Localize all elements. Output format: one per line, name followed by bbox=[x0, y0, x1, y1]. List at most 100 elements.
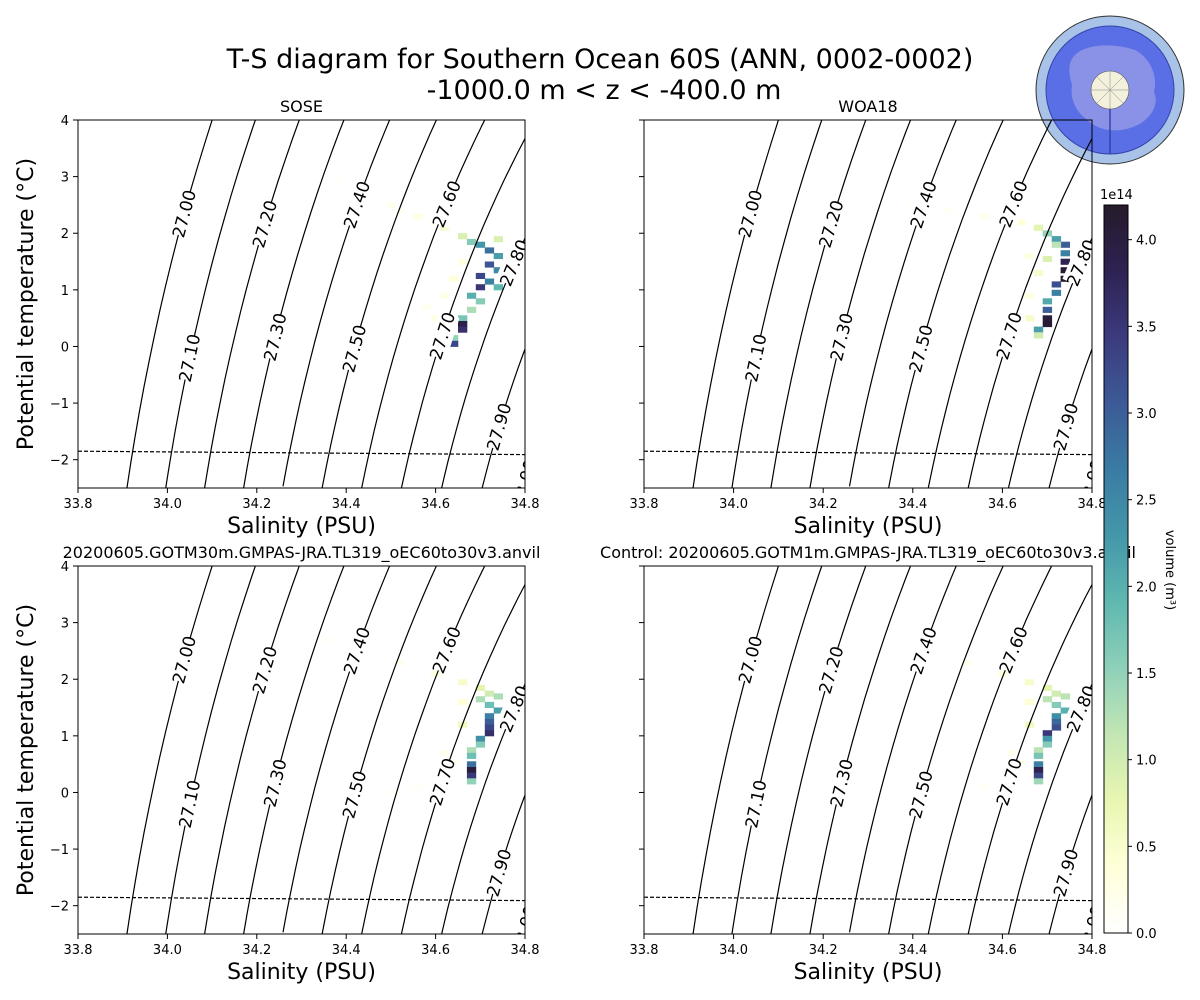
histogram-cell bbox=[475, 298, 486, 305]
histogram-cell bbox=[458, 321, 468, 328]
contour-label-bg bbox=[495, 238, 525, 288]
histogram-cell bbox=[431, 315, 441, 322]
y-tick-label: −2 bbox=[50, 454, 69, 469]
volume-histogram bbox=[908, 202, 1070, 339]
contour-label-bg bbox=[733, 189, 767, 238]
histogram-cell bbox=[386, 202, 396, 209]
y-tick-label: 2 bbox=[61, 673, 69, 688]
histogram-cell bbox=[413, 213, 423, 220]
contour-label-bg bbox=[425, 311, 460, 361]
histogram-cell bbox=[458, 326, 468, 333]
isopycnal-line bbox=[361, 120, 486, 488]
contour-label-bg bbox=[425, 757, 460, 807]
x-tick-label: 33.8 bbox=[630, 943, 659, 958]
colorbar-label: volume (m³) bbox=[1162, 530, 1177, 610]
histogram-cell bbox=[1033, 752, 1044, 759]
histogram-cell bbox=[1033, 270, 1044, 277]
histogram-cell bbox=[1042, 315, 1053, 322]
contour-label: 27.50 bbox=[339, 769, 371, 821]
contour-label: 27.30 bbox=[261, 757, 292, 809]
freezing-line bbox=[643, 896, 1093, 902]
isopycnal-line bbox=[692, 566, 780, 934]
histogram-cell bbox=[413, 784, 423, 791]
contour-label-bg bbox=[482, 848, 516, 898]
histogram-cell bbox=[1042, 741, 1053, 748]
contour-label-bg bbox=[339, 626, 375, 676]
y-tick-label: 0 bbox=[61, 340, 69, 355]
contour-label-bg bbox=[1062, 238, 1092, 288]
histogram-cell bbox=[475, 696, 486, 703]
histogram-cell bbox=[323, 636, 334, 643]
panel-title: Control: 20200605.GOTM1m.GMPAS-JRA.TL319… bbox=[600, 543, 1136, 563]
y-axis-label: Potential temperature (°C) bbox=[14, 158, 39, 450]
histogram-cell bbox=[475, 741, 486, 748]
isopycnal-line bbox=[126, 566, 213, 934]
contour-label-bg bbox=[1075, 459, 1092, 488]
histogram-cell bbox=[1033, 761, 1044, 768]
x-tick-label: 34.4 bbox=[898, 943, 927, 958]
histogram-cell bbox=[1042, 255, 1053, 262]
contour-label: 27.50 bbox=[339, 323, 371, 375]
histogram-cell bbox=[1060, 707, 1070, 714]
volume-histogram bbox=[332, 173, 503, 347]
histogram-cell bbox=[980, 784, 990, 791]
ts-panel-2: 27.0027.1027.2027.3027.4027.5027.6027.70… bbox=[630, 97, 1107, 539]
isopycnal-line bbox=[770, 120, 867, 488]
contour-label: 27.50 bbox=[906, 323, 938, 375]
histogram-cell bbox=[1060, 250, 1070, 257]
histogram-cell bbox=[1051, 718, 1062, 725]
histogram-cell bbox=[440, 750, 450, 757]
histogram-cell bbox=[484, 690, 495, 697]
histogram-cell bbox=[484, 701, 495, 708]
density-contours: 27.0027.1027.2027.3027.4027.5027.6027.70… bbox=[126, 566, 525, 934]
isopycnal-line bbox=[927, 566, 1053, 934]
histogram-cell bbox=[1051, 289, 1062, 296]
isopycnal-line bbox=[809, 566, 912, 934]
x-axis-label: Salinity (PSU) bbox=[794, 960, 943, 985]
histogram-cell bbox=[475, 284, 486, 291]
x-tick-label: 34.0 bbox=[719, 943, 748, 958]
contour-label: 27.10 bbox=[742, 778, 772, 830]
colorbar-exponent: 1e14 bbox=[1100, 188, 1133, 203]
contour-label-bg bbox=[904, 324, 938, 373]
histogram-cell bbox=[466, 761, 477, 768]
histogram-cell bbox=[466, 778, 477, 785]
panel-title: SOSE bbox=[280, 97, 323, 116]
isopycnal-line bbox=[126, 120, 213, 488]
y-tick-label: 2 bbox=[61, 227, 69, 242]
isopycnal-line bbox=[321, 566, 438, 934]
isopycnal-line bbox=[888, 566, 1004, 934]
histogram-cell bbox=[440, 292, 450, 299]
histogram-cell bbox=[458, 233, 468, 240]
colorbar-tick-label: 3.5 bbox=[1136, 320, 1157, 335]
isopycnal-line bbox=[731, 120, 823, 488]
x-tick-label: 34.2 bbox=[242, 943, 271, 958]
histogram-cell bbox=[484, 261, 495, 268]
histogram-cell bbox=[493, 253, 503, 260]
x-tick-label: 34.6 bbox=[421, 497, 450, 512]
histogram-cell bbox=[1015, 219, 1026, 226]
histogram-cell bbox=[431, 670, 441, 677]
y-tick-label: 4 bbox=[61, 114, 69, 129]
axes-frame bbox=[643, 565, 1093, 935]
y-axis-label: Potential temperature (°C) bbox=[14, 604, 39, 896]
isopycnal-line bbox=[770, 566, 867, 934]
histogram-cell bbox=[1051, 724, 1062, 731]
contour-label: 27.10 bbox=[742, 332, 772, 384]
isopycnal-line bbox=[321, 120, 438, 488]
x-tick-label: 34.6 bbox=[988, 497, 1017, 512]
contour-label-bg bbox=[1062, 684, 1092, 734]
x-tick-label: 34.2 bbox=[809, 497, 838, 512]
histogram-cell bbox=[1051, 713, 1062, 720]
isopycnal-line bbox=[809, 120, 912, 488]
isopycnal-line bbox=[282, 120, 391, 487]
isopycnal-line bbox=[848, 566, 957, 933]
histogram-cell bbox=[1006, 750, 1017, 757]
isopycnal-line bbox=[481, 793, 525, 934]
colorbar-tick-label: 4.0 bbox=[1136, 234, 1157, 249]
contour-label-bg bbox=[991, 311, 1027, 361]
contour-label-bg bbox=[428, 625, 466, 675]
histogram-cell bbox=[332, 173, 343, 180]
isopycnal-line bbox=[203, 120, 300, 488]
x-tick-label: 34.6 bbox=[421, 943, 450, 958]
